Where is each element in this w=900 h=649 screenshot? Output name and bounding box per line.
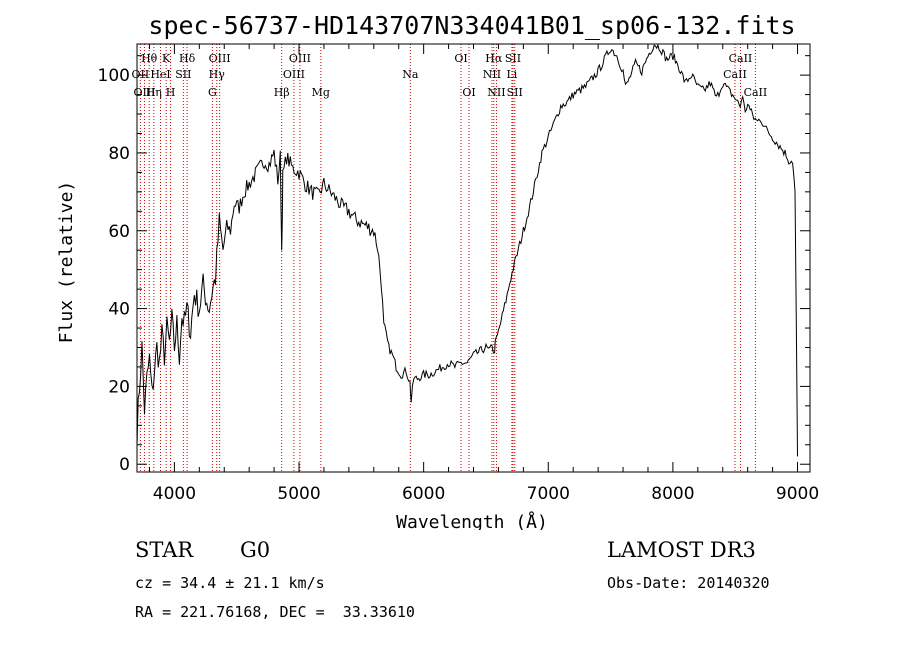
y-tick-label: 0 bbox=[119, 455, 130, 475]
marker-label: CaII bbox=[723, 68, 747, 81]
marker-label: Mg bbox=[312, 86, 330, 99]
spectrum-chart: spec-56737-HD143707N334041B01_sp06-132.f… bbox=[56, 11, 819, 530]
survey-name: LAMOST DR3 bbox=[607, 538, 756, 562]
y-tick-label: 80 bbox=[108, 144, 130, 164]
y-tick-label: 100 bbox=[98, 66, 130, 86]
marker-label: Hθ bbox=[141, 52, 158, 65]
marker-label: G bbox=[208, 86, 217, 99]
coordinates: RA = 221.76168, DEC = 33.33610 bbox=[135, 603, 415, 621]
y-tick-label: 60 bbox=[108, 222, 130, 242]
marker-label: OI bbox=[454, 52, 467, 65]
x-axis-label: Wavelength (Å) bbox=[396, 511, 548, 530]
marker-label: Hη bbox=[146, 86, 162, 99]
marker-label: OIII bbox=[209, 52, 231, 65]
marker-label: Hγ bbox=[209, 68, 226, 81]
marker-label: Hδ bbox=[179, 52, 196, 65]
x-tick-label: 5000 bbox=[277, 484, 320, 504]
x-tick-label: 8000 bbox=[651, 484, 694, 504]
plot-frame bbox=[136, 43, 811, 473]
marker-label: Li bbox=[506, 68, 517, 81]
x-tick-label: 7000 bbox=[527, 484, 570, 504]
marker-label: OIII bbox=[283, 68, 305, 81]
spectrum-line bbox=[136, 43, 798, 457]
marker-label: OIII bbox=[289, 52, 311, 65]
x-axis: 4000 5000 6000 7000 8000 9000 bbox=[148, 44, 819, 504]
chart-title: spec-56737-HD143707N334041B01_sp06-132.f… bbox=[148, 11, 795, 40]
obs-date: Obs-Date: 20140320 bbox=[607, 574, 770, 592]
object-class: STAR bbox=[135, 538, 194, 562]
marker-label: NII bbox=[483, 68, 501, 81]
marker-label: NII bbox=[487, 86, 505, 99]
marker-label: K bbox=[162, 52, 171, 65]
marker-label: CaII bbox=[744, 86, 768, 99]
y-tick-label: 40 bbox=[108, 300, 130, 320]
x-tick-label: 6000 bbox=[402, 484, 445, 504]
y-tick-label: 20 bbox=[108, 377, 130, 397]
marker-label: OIII bbox=[133, 86, 155, 99]
marker-label: SII bbox=[175, 68, 191, 81]
marker-label: Na bbox=[402, 68, 419, 81]
marker-label: Hα bbox=[485, 52, 503, 65]
marker-label: SII bbox=[507, 86, 523, 99]
subclass: G0 bbox=[240, 538, 271, 562]
marker-label: CaII bbox=[729, 52, 753, 65]
y-axis: 0 20 40 60 80 100 bbox=[98, 55, 810, 475]
y-axis-label: Flux (relative) bbox=[56, 181, 77, 344]
marker-label: Hβ bbox=[274, 86, 290, 99]
x-tick-label: 9000 bbox=[776, 484, 819, 504]
marker-label: SII bbox=[505, 52, 521, 65]
marker-label: OII bbox=[132, 68, 150, 81]
x-tick-label: 4000 bbox=[153, 484, 196, 504]
marker-label: H bbox=[166, 86, 176, 99]
redshift-value: cz = 34.4 ± 21.1 km/s bbox=[135, 574, 325, 592]
marker-label: OI bbox=[462, 86, 475, 99]
